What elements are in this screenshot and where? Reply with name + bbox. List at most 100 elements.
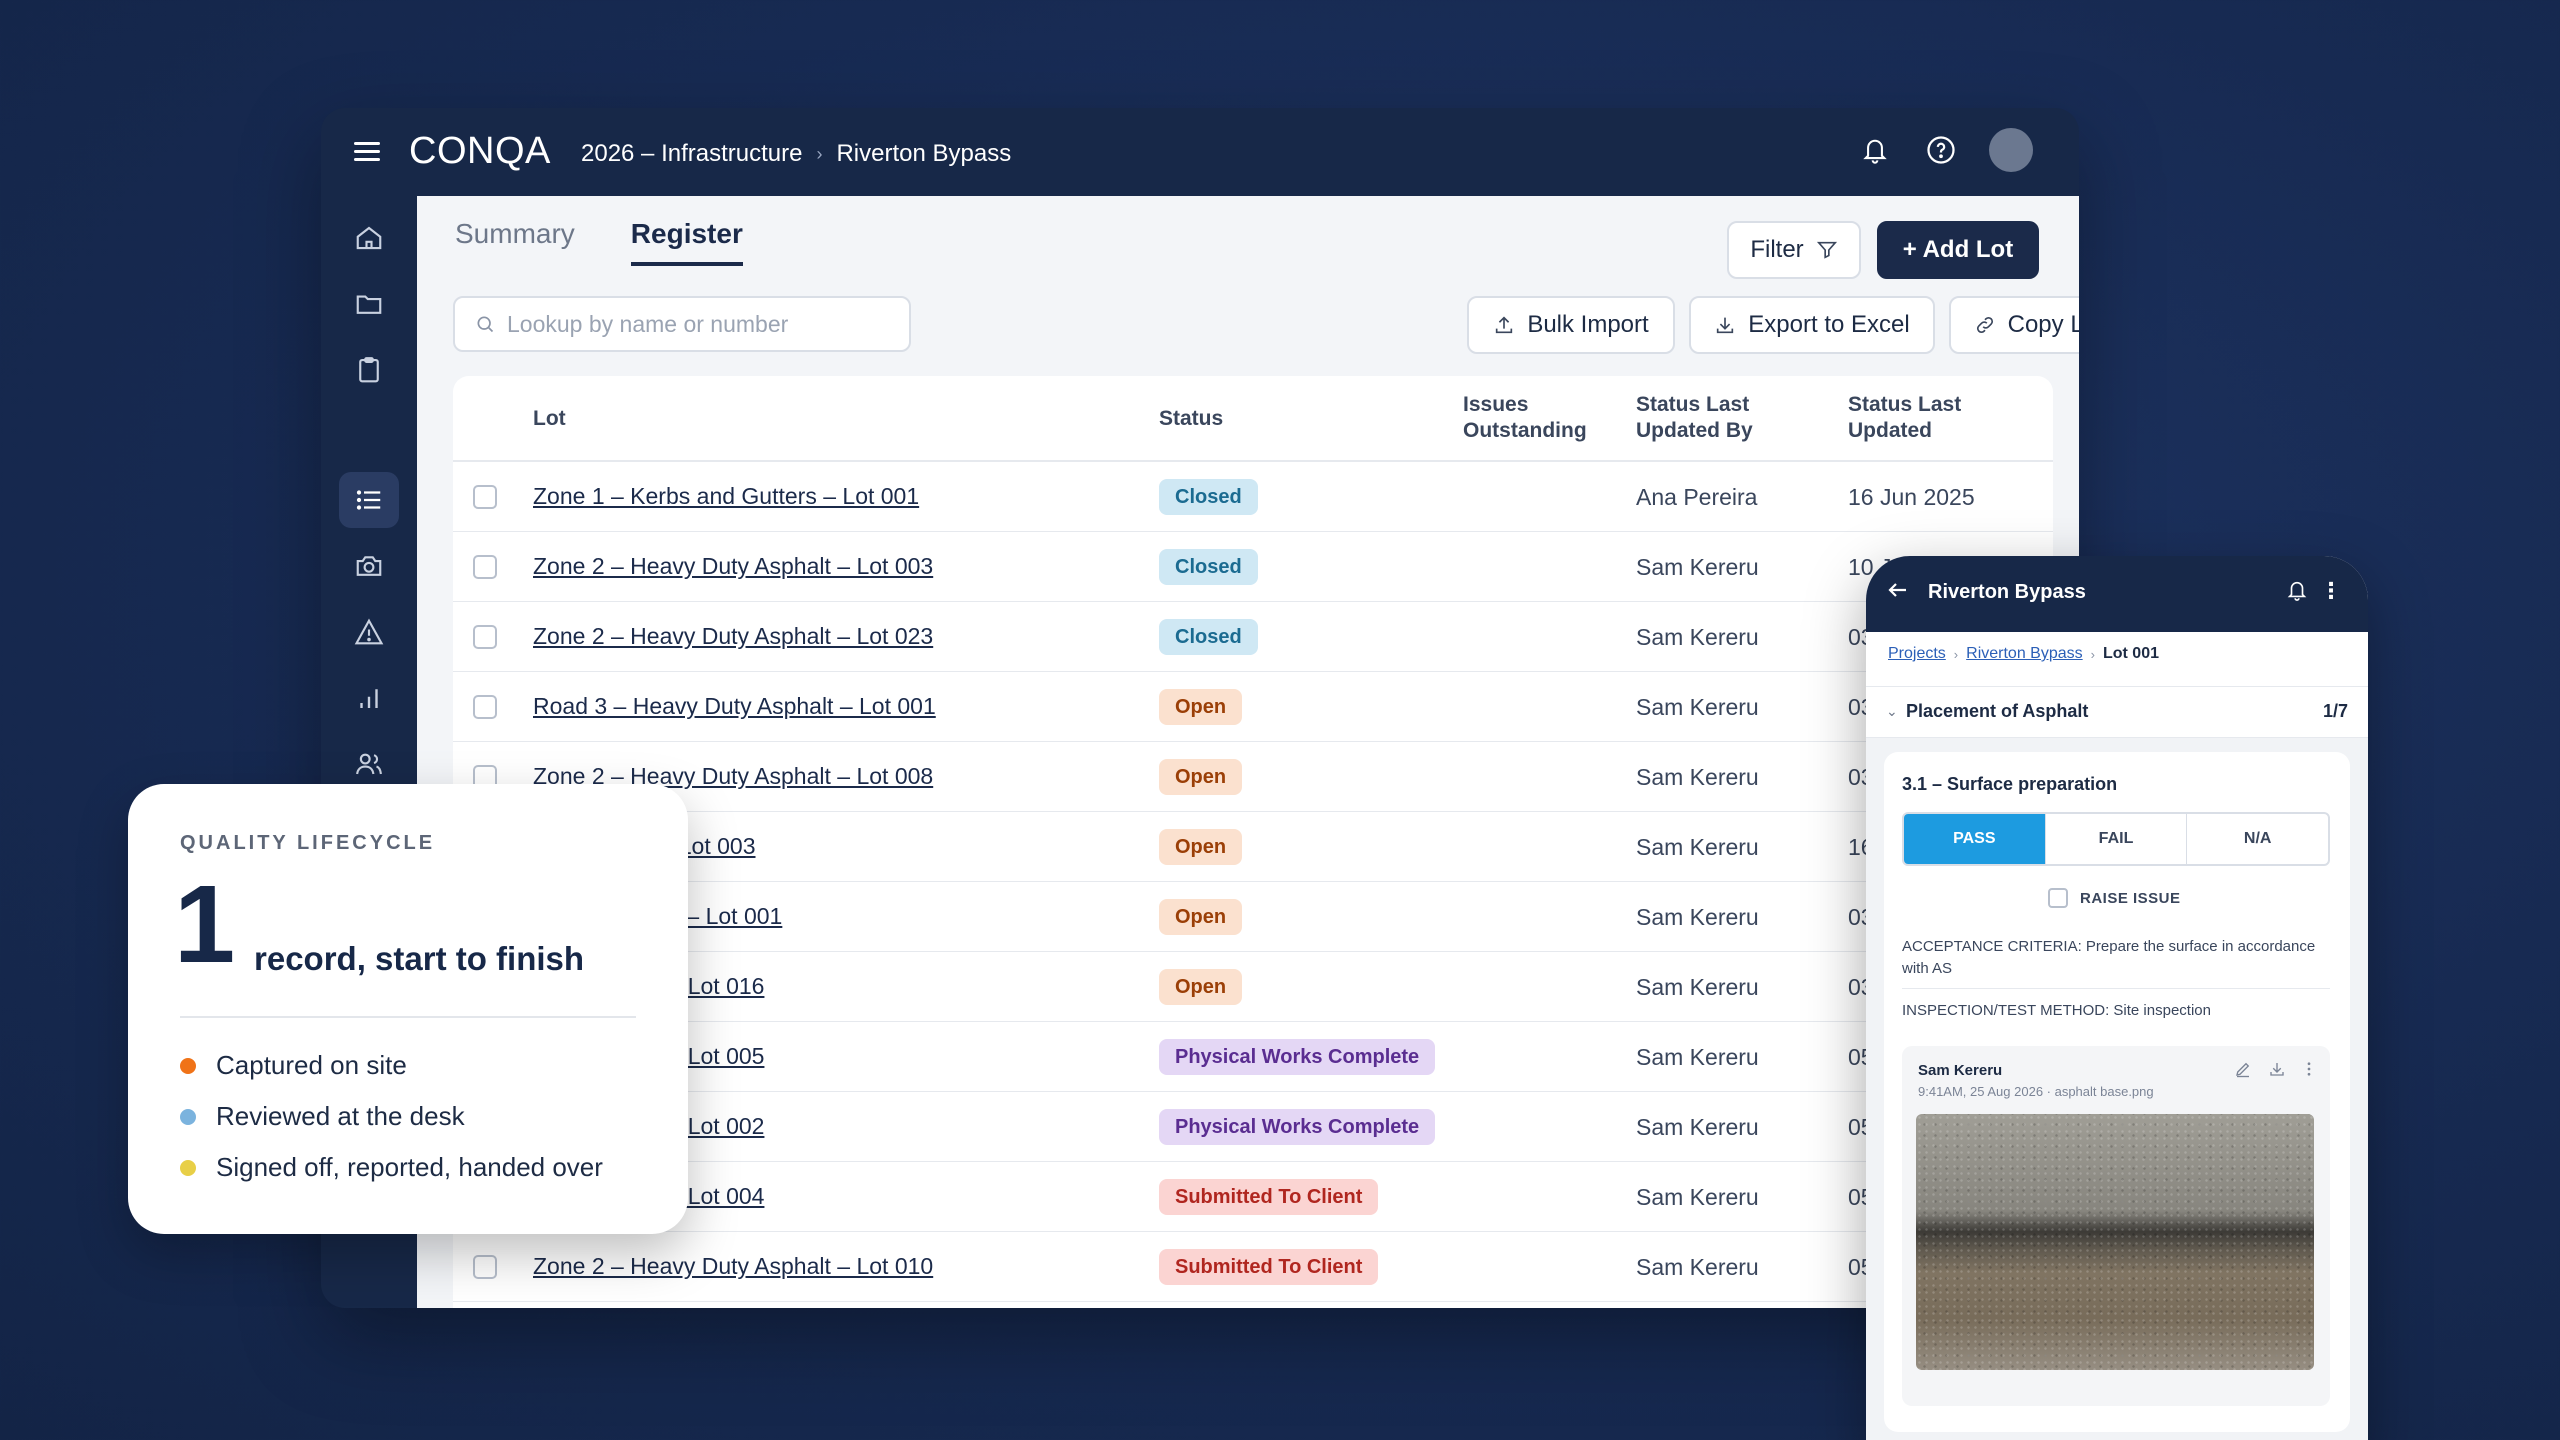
- pass-option[interactable]: PASS: [1904, 814, 2046, 864]
- attachment-actions: [2234, 1060, 2316, 1083]
- lot-link[interactable]: Zone 2 – Heavy Duty Asphalt – Lot 023: [533, 623, 934, 649]
- divider: [1902, 988, 2330, 989]
- download-icon[interactable]: [2268, 1060, 2286, 1083]
- column-lot[interactable]: Lot: [533, 407, 566, 430]
- updated-date-cell: 16 Jun 2025: [1848, 484, 1975, 510]
- lifecycle-item-label: Captured on site: [216, 1050, 407, 1080]
- bell-icon[interactable]: [1857, 132, 1893, 168]
- updated-by-cell: Sam Kereru: [1636, 1114, 1759, 1140]
- status-badge: Closed: [1159, 619, 1258, 655]
- column-status[interactable]: Status: [1159, 407, 1224, 430]
- lot-link[interactable]: Zone 2 – Heavy Duty Asphalt – Lot 010: [533, 1253, 934, 1279]
- lot-link[interactable]: Zone 2 – Heavy Duty Asphalt – Lot 003: [533, 553, 934, 579]
- app-logo: CONQA: [409, 130, 551, 172]
- tab-summary[interactable]: Summary: [455, 218, 575, 249]
- home-icon[interactable]: [339, 210, 399, 266]
- table-row[interactable]: Zone 2 – Heavy Duty Asphalt – Lot 003 Clo…: [453, 532, 2053, 602]
- table-row[interactable]: Road 3 – Heavy Duty Asphalt – Lot 001 Ope…: [453, 672, 2053, 742]
- crumb-projects[interactable]: Projects: [1888, 645, 1946, 662]
- mobile-breadcrumb: Projects › Riverton Bypass › Lot 001: [1888, 645, 2159, 663]
- updated-by-cell: Sam Kereru: [1636, 554, 1759, 580]
- orange-dot-icon: [180, 1057, 196, 1074]
- column-issues[interactable]: Issues Outstanding: [1463, 393, 1587, 442]
- checklist-question: 3.1 – Surface preparation: [1902, 774, 2118, 794]
- crumb-separator: ›: [2090, 646, 2095, 662]
- na-option[interactable]: N/A: [2243, 830, 2272, 847]
- status-badge: Physical Works Complete: [1159, 1039, 1436, 1075]
- table-row[interactable]: Zone 2 – Heavy Duty Asphalt – Lot 023 Clo…: [453, 602, 2053, 672]
- fail-option[interactable]: FAIL: [2046, 814, 2188, 864]
- filter-button[interactable]: Filter: [1727, 221, 1861, 279]
- table-row[interactable]: Zone 2 – Heavy Duty Asphalt – Lot 010 Sub…: [453, 1232, 2053, 1302]
- table-row[interactable]: Zone 2 – Heavy Duty Asphalt – Lot 008 Ope…: [453, 742, 2053, 812]
- copy-link-button[interactable]: Copy Link: [1949, 296, 2079, 354]
- lot-link[interactable]: Road 3 – Heavy Duty Asphalt – Lot 001: [533, 693, 936, 719]
- asphalt-base-photo[interactable]: [1916, 1114, 2314, 1370]
- add-lot-button[interactable]: + Add Lot: [1877, 221, 2039, 279]
- folder-icon[interactable]: [339, 276, 399, 332]
- export-excel-label: Export to Excel: [1748, 311, 1910, 338]
- mobile-bell-icon[interactable]: [2286, 578, 2308, 607]
- search-icon: [477, 316, 494, 333]
- back-arrow-icon[interactable]: [1886, 578, 1910, 609]
- avatar[interactable]: [1989, 128, 2033, 172]
- copy-link-label: Copy Link: [2007, 311, 2079, 338]
- mobile-title: Riverton Bypass: [1928, 581, 2086, 603]
- updated-by-cell: Sam Kereru: [1636, 694, 1759, 720]
- column-updated-by[interactable]: Status Last Updated By: [1636, 393, 1753, 442]
- clipboard-icon[interactable]: [339, 342, 399, 398]
- updated-by-cell: Sam Kereru: [1636, 904, 1759, 930]
- row-checkbox[interactable]: [473, 485, 497, 509]
- camera-icon[interactable]: [339, 538, 399, 594]
- row-checkbox[interactable]: [473, 625, 497, 649]
- warning-icon[interactable]: [339, 604, 399, 660]
- bulk-import-label: Bulk Import: [1527, 311, 1649, 338]
- status-badge: Open: [1159, 899, 1243, 935]
- breadcrumb-item-program[interactable]: 2026 – Infrastructure: [581, 140, 803, 167]
- status-badge: Physical Works Complete: [1159, 1109, 1436, 1145]
- quality-lifecycle-card: QUALITY LIFECYCLE 1 record, start to fin…: [128, 784, 688, 1234]
- edit-icon[interactable]: [2234, 1060, 2252, 1083]
- lifecycle-item-label: Signed off, reported, handed over: [216, 1152, 603, 1182]
- status-badge: Closed: [1159, 479, 1258, 515]
- register-list-icon[interactable]: [339, 472, 399, 528]
- search-input[interactable]: [507, 310, 887, 338]
- test-method: INSPECTION/TEST METHOD: Site inspection: [1902, 1002, 2211, 1019]
- breadcrumb-item-project[interactable]: Riverton Bypass: [836, 140, 1012, 167]
- bulk-import-button[interactable]: Bulk Import: [1467, 296, 1675, 354]
- export-excel-button[interactable]: Export to Excel: [1689, 296, 1935, 354]
- row-checkbox[interactable]: [473, 695, 497, 719]
- result-selector: PASS FAIL N/A: [1902, 812, 2330, 866]
- column-updated[interactable]: Status Last Updated: [1848, 393, 1962, 442]
- upload-icon: [1496, 316, 1513, 334]
- raise-issue-checkbox[interactable]: RAISE ISSUE: [2048, 888, 2181, 908]
- updated-by-cell: Sam Kereru: [1636, 974, 1759, 1000]
- chevron-down-icon: ⌄: [1886, 703, 1898, 719]
- lot-link[interactable]: Zone 1 – Kerbs and Gutters – Lot 001: [533, 483, 920, 509]
- menu-icon[interactable]: [354, 142, 380, 162]
- help-icon[interactable]: [1923, 132, 1959, 168]
- tab-register[interactable]: Register: [630, 218, 743, 266]
- row-checkbox[interactable]: [473, 1255, 497, 1279]
- crumb-project[interactable]: Riverton Bypass: [1966, 645, 2083, 662]
- status-badge: Open: [1159, 759, 1243, 795]
- updated-by-cell: Sam Kereru: [1636, 764, 1759, 790]
- more-vertical-icon[interactable]: ⋮: [2320, 578, 2342, 603]
- side-nav: [321, 196, 417, 1308]
- section-title: Placement of Asphalt: [1906, 701, 2089, 721]
- row-checkbox[interactable]: [473, 555, 497, 579]
- users-icon[interactable]: [339, 736, 399, 792]
- crumb-separator: ›: [1953, 646, 1959, 662]
- checklist-section-header[interactable]: ⌄ Placement of Asphalt 1/7: [1866, 686, 2368, 738]
- reports-chart-icon[interactable]: [339, 670, 399, 726]
- table-header: Lot Status Issues Outstanding Status Las…: [453, 376, 2053, 462]
- table-row[interactable]: Zone 1 – Kerbs and Gutters – Lot 001 Clos…: [453, 462, 2053, 532]
- status-badge: Submitted To Client: [1159, 1249, 1379, 1285]
- more-vertical-icon[interactable]: [2302, 1060, 2316, 1083]
